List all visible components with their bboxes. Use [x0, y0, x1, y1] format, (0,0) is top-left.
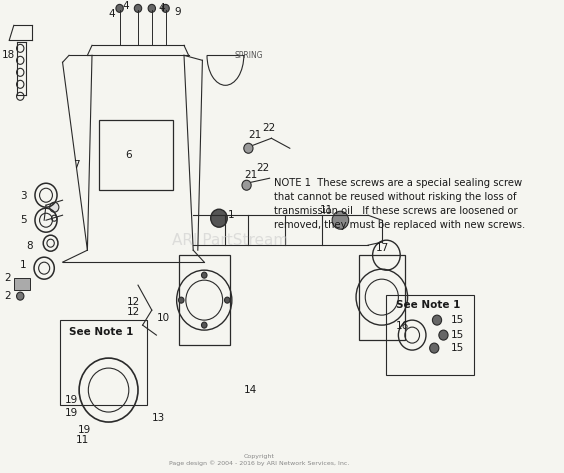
Text: 2: 2	[5, 291, 11, 301]
Text: 1: 1	[20, 260, 27, 270]
Circle shape	[162, 4, 169, 12]
Bar	[386, 295, 474, 375]
Circle shape	[224, 297, 230, 303]
Circle shape	[433, 315, 442, 325]
Text: 12: 12	[127, 297, 140, 307]
Bar	[14, 278, 30, 290]
Text: 6: 6	[125, 150, 132, 160]
Text: 7: 7	[74, 160, 80, 170]
Text: 13: 13	[152, 413, 165, 423]
Text: 22: 22	[262, 123, 275, 133]
Text: 14: 14	[244, 385, 257, 395]
Text: 2: 2	[5, 273, 11, 283]
Circle shape	[242, 180, 251, 190]
Text: 12: 12	[127, 307, 140, 317]
Circle shape	[50, 202, 59, 212]
Text: 1: 1	[228, 210, 235, 220]
Circle shape	[201, 322, 207, 328]
Text: 19: 19	[64, 395, 78, 405]
Bar	[359, 255, 405, 340]
Text: 11: 11	[320, 205, 333, 215]
Circle shape	[148, 4, 156, 12]
Text: 19: 19	[64, 408, 78, 418]
Text: 22: 22	[255, 163, 269, 173]
Circle shape	[201, 272, 207, 278]
Text: 11: 11	[76, 435, 89, 445]
Text: 5: 5	[20, 215, 27, 225]
Text: 9: 9	[174, 8, 180, 18]
Text: 16: 16	[395, 321, 409, 331]
Text: 18: 18	[2, 50, 15, 61]
Text: 21: 21	[248, 130, 262, 140]
Text: 4: 4	[122, 1, 129, 11]
Text: SPRING: SPRING	[235, 51, 263, 60]
Text: 21: 21	[244, 170, 257, 180]
Circle shape	[439, 330, 448, 340]
Text: 17: 17	[376, 243, 389, 253]
Circle shape	[116, 4, 124, 12]
Bar	[99, 120, 173, 190]
Text: See Note 1: See Note 1	[69, 327, 133, 337]
Circle shape	[244, 143, 253, 153]
Text: See Note 1: See Note 1	[395, 300, 460, 310]
Bar	[60, 320, 147, 405]
Text: 4: 4	[108, 9, 115, 19]
Text: 3: 3	[20, 191, 27, 201]
Text: 15: 15	[451, 315, 464, 325]
Circle shape	[16, 292, 24, 300]
Text: 15: 15	[451, 343, 464, 353]
Text: NOTE 1  These screws are a special sealing screw
that cannot be reused without r: NOTE 1 These screws are a special sealin…	[274, 178, 526, 230]
Circle shape	[178, 297, 184, 303]
Text: Copyright
Page design © 2004 - 2016 by ARI Network Services, Inc.: Copyright Page design © 2004 - 2016 by A…	[169, 454, 350, 466]
Circle shape	[430, 343, 439, 353]
Text: 10: 10	[156, 313, 170, 323]
Circle shape	[211, 209, 227, 227]
Text: ARI PartStream: ARI PartStream	[172, 233, 288, 248]
Circle shape	[134, 4, 142, 12]
Circle shape	[332, 211, 349, 229]
Text: 8: 8	[26, 241, 32, 251]
Text: 4: 4	[158, 3, 165, 13]
Bar	[179, 255, 230, 345]
Text: 15: 15	[451, 330, 464, 340]
Text: 19: 19	[78, 425, 91, 435]
